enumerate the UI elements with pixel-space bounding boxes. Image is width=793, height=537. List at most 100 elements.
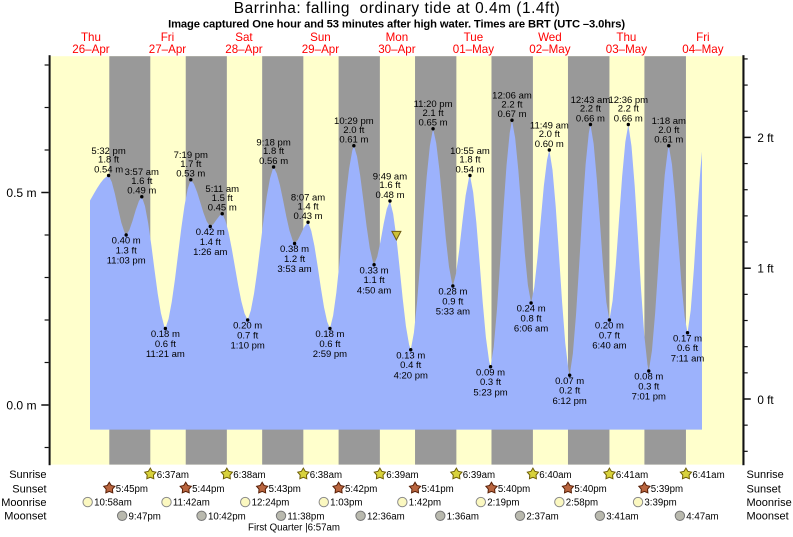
svg-text:1 ft: 1 ft <box>757 262 774 275</box>
svg-text:3:41am: 3:41am <box>606 511 638 522</box>
svg-text:0.54 m: 0.54 m <box>94 164 123 175</box>
svg-text:0.13 m: 0.13 m <box>396 350 425 361</box>
svg-text:Sunset: Sunset <box>747 483 781 495</box>
svg-text:1.3 ft: 1.3 ft <box>116 245 137 256</box>
svg-text:6:39am: 6:39am <box>386 470 418 481</box>
svg-text:Wed: Wed <box>538 31 562 44</box>
svg-text:2.1 ft: 2.1 ft <box>422 108 443 119</box>
svg-text:2.0 ft: 2.0 ft <box>343 125 364 136</box>
svg-text:5:41pm: 5:41pm <box>421 484 453 495</box>
svg-text:5:32 pm: 5:32 pm <box>91 146 125 157</box>
svg-text:1.4 ft: 1.4 ft <box>200 237 221 248</box>
svg-text:Thu: Thu <box>616 31 636 44</box>
svg-text:2.2 ft: 2.2 ft <box>580 104 601 115</box>
svg-text:Fri: Fri <box>161 31 175 44</box>
svg-text:2.0 ft: 2.0 ft <box>539 129 560 140</box>
svg-text:Sunrise: Sunrise <box>747 469 784 481</box>
svg-text:03–May: 03–May <box>606 43 647 56</box>
svg-text:0.28 m: 0.28 m <box>438 287 467 298</box>
svg-text:0.0 m: 0.0 m <box>6 398 36 412</box>
svg-text:1:18 am: 1:18 am <box>652 116 686 127</box>
svg-text:2.2 ft: 2.2 ft <box>618 104 639 115</box>
svg-text:1:03pm: 1:03pm <box>330 498 362 509</box>
svg-text:6:41am: 6:41am <box>692 470 724 481</box>
svg-text:10:55 am: 10:55 am <box>450 146 490 157</box>
svg-text:04–May: 04–May <box>682 43 723 56</box>
svg-text:2.0 ft: 2.0 ft <box>658 125 679 136</box>
svg-text:6:41am: 6:41am <box>616 470 648 481</box>
svg-text:0.65 m: 0.65 m <box>419 118 448 129</box>
svg-text:11:49 am: 11:49 am <box>530 120 569 131</box>
svg-text:First Quarter |6:57am: First Quarter |6:57am <box>248 522 340 533</box>
svg-text:1.5 ft: 1.5 ft <box>212 193 233 204</box>
svg-text:26–Apr: 26–Apr <box>72 43 110 56</box>
svg-text:0.33 m: 0.33 m <box>360 265 389 276</box>
svg-text:Mon: Mon <box>386 31 409 44</box>
svg-text:6:40 am: 6:40 am <box>592 341 626 352</box>
svg-text:12:36 pm: 12:36 pm <box>608 95 648 106</box>
svg-text:0.6 ft: 0.6 ft <box>319 339 340 350</box>
svg-text:0.67 m: 0.67 m <box>497 109 526 120</box>
svg-text:0.38 m: 0.38 m <box>280 244 309 255</box>
svg-text:27–Apr: 27–Apr <box>149 43 187 56</box>
svg-text:01–May: 01–May <box>453 43 494 56</box>
svg-text:1:42pm: 1:42pm <box>409 498 441 509</box>
svg-text:1.7 ft: 1.7 ft <box>180 159 201 170</box>
svg-text:5:39pm: 5:39pm <box>651 484 683 495</box>
svg-text:0.53 m: 0.53 m <box>176 169 205 180</box>
svg-text:30–Apr: 30–Apr <box>378 43 416 56</box>
svg-text:0.56 m: 0.56 m <box>259 156 288 167</box>
svg-text:1:36am: 1:36am <box>447 511 479 522</box>
svg-text:0.24 m: 0.24 m <box>517 304 546 315</box>
svg-text:6:40am: 6:40am <box>539 470 571 481</box>
svg-text:0.49 m: 0.49 m <box>127 186 156 197</box>
svg-text:Sunrise: Sunrise <box>9 469 46 481</box>
svg-text:0.3 ft: 0.3 ft <box>480 377 501 388</box>
svg-text:Sunset: Sunset <box>12 483 46 495</box>
svg-text:6:37am: 6:37am <box>157 470 189 481</box>
svg-text:2:19pm: 2:19pm <box>487 498 519 509</box>
svg-text:0.5 m: 0.5 m <box>6 186 36 200</box>
svg-text:5:45pm: 5:45pm <box>116 484 148 495</box>
svg-text:1.2 ft: 1.2 ft <box>284 254 305 265</box>
svg-text:0.7 ft: 0.7 ft <box>237 330 258 341</box>
svg-text:1:26 am: 1:26 am <box>193 247 227 258</box>
svg-text:Tue: Tue <box>464 31 484 44</box>
svg-text:0.07 m: 0.07 m <box>555 376 584 387</box>
svg-text:8:07 am: 8:07 am <box>291 193 325 204</box>
svg-text:3:39pm: 3:39pm <box>644 498 676 509</box>
svg-text:0.18 m: 0.18 m <box>151 329 180 340</box>
svg-text:5:44pm: 5:44pm <box>192 484 224 495</box>
svg-text:1.6 ft: 1.6 ft <box>131 176 152 187</box>
svg-text:0.42 m: 0.42 m <box>196 227 225 238</box>
svg-text:0.8 ft: 0.8 ft <box>521 313 542 324</box>
svg-text:29–Apr: 29–Apr <box>302 43 340 56</box>
svg-text:0 ft: 0 ft <box>757 394 774 407</box>
svg-text:Fri: Fri <box>696 31 710 44</box>
svg-text:5:11 am: 5:11 am <box>205 184 239 195</box>
svg-text:Thu: Thu <box>81 31 101 44</box>
svg-text:2:58pm: 2:58pm <box>566 498 598 509</box>
svg-text:10:29 pm: 10:29 pm <box>334 116 374 127</box>
svg-text:10:42pm: 10:42pm <box>208 511 246 522</box>
svg-text:2.2 ft: 2.2 ft <box>501 99 522 110</box>
svg-text:3:57 am: 3:57 am <box>125 167 159 178</box>
svg-text:0.17 m: 0.17 m <box>673 333 702 344</box>
svg-text:0.45 m: 0.45 m <box>208 203 237 214</box>
svg-text:1.4 ft: 1.4 ft <box>297 201 318 212</box>
svg-text:0.61 m: 0.61 m <box>339 135 368 146</box>
svg-text:28–Apr: 28–Apr <box>225 43 263 56</box>
svg-text:11:03 pm: 11:03 pm <box>107 256 146 267</box>
svg-text:11:21 am: 11:21 am <box>146 349 185 360</box>
svg-text:2:59 pm: 2:59 pm <box>313 349 347 360</box>
svg-text:0.48 m: 0.48 m <box>375 190 404 201</box>
svg-text:Sat: Sat <box>235 31 253 44</box>
svg-text:Moonrise: Moonrise <box>1 497 46 509</box>
svg-text:4:47am: 4:47am <box>686 511 718 522</box>
svg-text:4:50 am: 4:50 am <box>357 285 391 296</box>
svg-text:1.6 ft: 1.6 ft <box>379 180 400 191</box>
svg-text:Image captured One hour and 53: Image captured One hour and 53 minutes a… <box>168 19 625 31</box>
svg-text:1.8 ft: 1.8 ft <box>459 155 480 166</box>
svg-text:2:37am: 2:37am <box>526 511 558 522</box>
svg-text:0.40 m: 0.40 m <box>112 236 141 247</box>
